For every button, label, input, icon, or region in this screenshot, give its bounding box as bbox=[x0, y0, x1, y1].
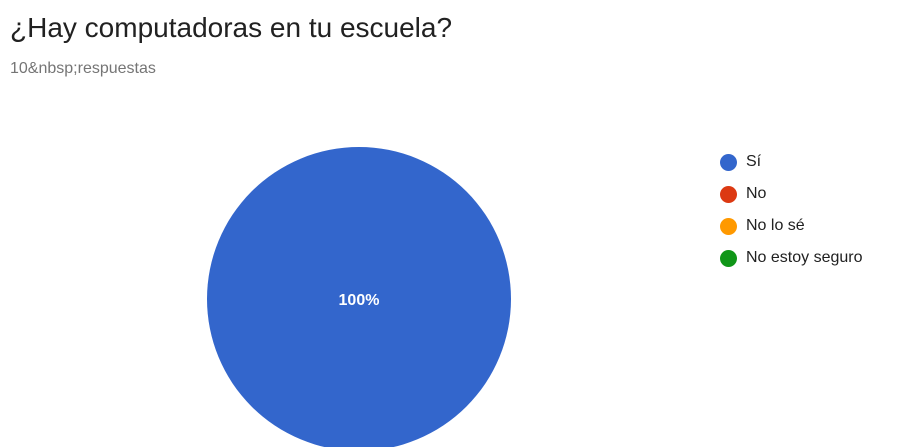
legend-item-si[interactable]: Sí bbox=[720, 146, 863, 178]
legend-label: No bbox=[746, 185, 767, 202]
legend-item-no-estoy-seguro[interactable]: No estoy seguro bbox=[720, 242, 863, 274]
legend-label: Sí bbox=[746, 153, 762, 170]
legend-swatch bbox=[720, 153, 737, 171]
pie-slice[interactable] bbox=[207, 147, 511, 447]
response-count: 10&nbsp;respuestas bbox=[10, 60, 156, 77]
legend-label: No lo sé bbox=[746, 217, 805, 234]
legend-swatch bbox=[720, 249, 737, 267]
chart-legend: Sí No No lo sé No estoy seguro bbox=[720, 146, 863, 274]
legend-item-no[interactable]: No bbox=[720, 178, 863, 210]
legend-item-no-lo-se[interactable]: No lo sé bbox=[720, 210, 863, 242]
legend-label: No estoy seguro bbox=[746, 249, 863, 266]
chart-title: ¿Hay computadoras en tu escuela? bbox=[10, 12, 453, 43]
legend-swatch bbox=[720, 217, 737, 235]
legend-swatch bbox=[720, 185, 737, 203]
slice-value-label: 100% bbox=[339, 292, 380, 309]
